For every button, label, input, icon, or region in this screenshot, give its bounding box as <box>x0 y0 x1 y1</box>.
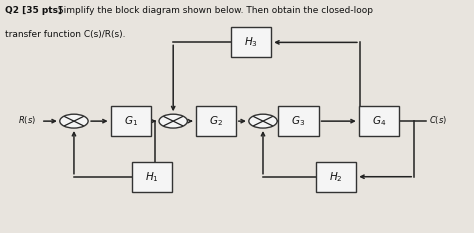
Circle shape <box>159 114 187 128</box>
Text: $H_2$: $H_2$ <box>329 170 343 184</box>
Text: $R(s)$: $R(s)$ <box>18 114 36 126</box>
Text: $G_4$: $G_4$ <box>372 114 386 128</box>
Text: Simplify the block diagram shown below. Then obtain the closed-loop: Simplify the block diagram shown below. … <box>55 7 373 15</box>
Bar <box>316 162 356 192</box>
Text: $H_1$: $H_1$ <box>145 170 159 184</box>
Text: $G_3$: $G_3$ <box>292 114 305 128</box>
Circle shape <box>249 114 277 128</box>
Bar <box>196 106 236 136</box>
Bar <box>132 162 172 192</box>
Bar <box>110 106 151 136</box>
Text: $H_3$: $H_3$ <box>244 35 258 49</box>
Bar <box>359 106 399 136</box>
Text: $C(s)$: $C(s)$ <box>429 114 447 126</box>
Text: $G_2$: $G_2$ <box>209 114 223 128</box>
Text: transfer function C(s)/R(s).: transfer function C(s)/R(s). <box>5 30 126 39</box>
Bar <box>278 106 319 136</box>
Bar <box>231 27 271 58</box>
Text: $G_1$: $G_1$ <box>124 114 137 128</box>
Text: Q2 [35 pts]: Q2 [35 pts] <box>5 7 63 15</box>
Circle shape <box>60 114 88 128</box>
